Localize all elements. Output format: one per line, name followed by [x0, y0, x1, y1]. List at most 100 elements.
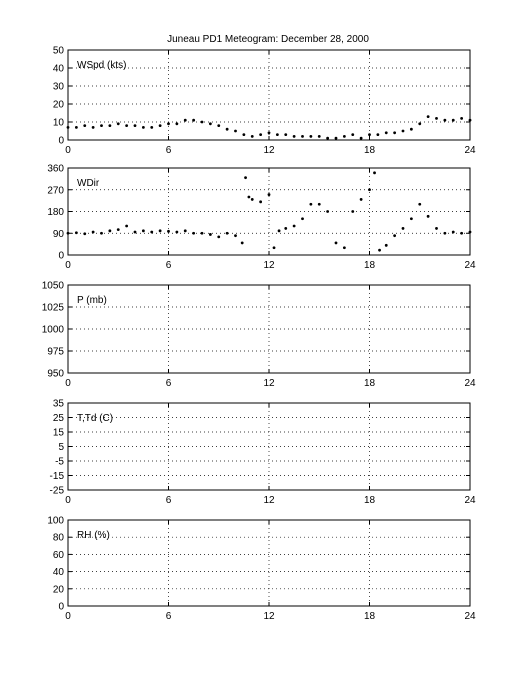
temp-dewpoint-panel: 0 6 12 18 24 -25 -15 -5 5 15 25 35 T,Td (C) [50, 399, 476, 507]
humidity-y-tick-label: 100 [47, 516, 64, 527]
wdir-data-point [175, 230, 179, 234]
wdir-data-point [317, 202, 321, 206]
wdir-data-point [409, 217, 413, 221]
wspd-data-point [384, 131, 388, 135]
wdir-data-point [167, 229, 170, 233]
pressure-y-tick-label: 975 [47, 347, 64, 358]
wspd-data-point [284, 133, 288, 137]
wdir-data-point [468, 230, 472, 234]
wdir-data-point [91, 230, 95, 234]
wdir-data-point [435, 227, 438, 230]
wspd-data-point [150, 126, 154, 129]
wspd-data-point [317, 135, 321, 138]
wdir-x-tick-label: 24 [464, 260, 476, 271]
wdir-data-point [183, 229, 187, 233]
wdir-panel: 0 6 12 18 24 0 90 180 270 360 WDir [47, 164, 476, 272]
pressure-x-tick-label: 18 [364, 378, 376, 389]
wspd-data-point [460, 117, 464, 120]
wspd-data-point [158, 124, 162, 127]
pressure-y-tick-label: 950 [47, 369, 64, 380]
wdir-data-point [66, 231, 70, 235]
figure-title: Juneau PD1 Meteogram: December 28, 2000 [167, 34, 369, 45]
wdir-data-point [373, 171, 376, 175]
wdir-data-point [234, 234, 237, 238]
pressure-x-tick-label: 6 [166, 378, 172, 389]
wspd-data-point [267, 131, 271, 135]
wdir-y-tick-label: 270 [47, 185, 64, 196]
wdir-data-point [393, 234, 397, 238]
wdir-data-point [250, 198, 254, 201]
wdir-data-point [326, 210, 330, 213]
wspd-data-point [133, 124, 137, 127]
wdir-data-point [200, 231, 204, 235]
temp-dewpoint-x-tick-label: 6 [166, 495, 172, 506]
wspd-data-point [301, 135, 304, 138]
wspd-y-tick-label: 10 [53, 118, 65, 129]
wdir-data-point [192, 231, 196, 235]
wspd-data-point [418, 122, 422, 126]
wspd-data-point [200, 120, 204, 124]
wdir-data-point [116, 228, 120, 232]
pressure-panel: 0 6 12 18 24 950 975 1000 1025 1050 P (mb) [42, 281, 476, 390]
wdir-y-tick-label: 360 [47, 164, 64, 175]
wdir-data-point [272, 246, 276, 250]
wspd-data-point [217, 124, 221, 127]
temp-dewpoint-x-tick-label: 18 [364, 495, 376, 506]
wdir-data-point [309, 202, 313, 206]
wdir-data-point [443, 231, 447, 235]
wspd-data-point [409, 127, 413, 131]
humidity-x-tick-label: 24 [464, 611, 476, 622]
humidity-y-tick-label: 60 [53, 550, 65, 561]
wspd-data-point [192, 118, 196, 122]
wspd-y-tick-label: 50 [53, 46, 65, 57]
wdir-data-point [240, 241, 244, 245]
wspd-data-point [368, 133, 371, 137]
pressure-x-tick-label: 12 [263, 378, 275, 389]
temp-dewpoint-y-tick-label: -5 [55, 457, 64, 468]
wdir-data-point [418, 202, 422, 206]
wspd-data-point [167, 122, 170, 126]
temp-dewpoint-y-tick-label: 5 [58, 442, 64, 453]
wspd-data-point [100, 124, 103, 127]
wdir-panel-label: WDir [77, 178, 100, 189]
wdir-y-tick-label: 180 [47, 207, 64, 218]
wspd-x-tick-label: 0 [65, 145, 71, 156]
wdir-x-tick-label: 0 [65, 260, 71, 271]
wdir-data-point [284, 227, 288, 230]
wspd-y-tick-label: 20 [53, 100, 65, 111]
wspd-data-point [259, 133, 263, 137]
temp-dewpoint-x-tick-label: 0 [65, 495, 71, 506]
wdir-data-point [277, 229, 281, 233]
pressure-y-tick-label: 1025 [42, 303, 65, 314]
wdir-data-point [451, 230, 455, 234]
wdir-data-point [267, 193, 271, 196]
wdir-data-point [100, 231, 103, 235]
humidity-y-tick-label: 40 [53, 567, 65, 578]
wspd-data-point [342, 135, 346, 138]
pressure-panel-label: P (mb) [77, 295, 107, 306]
temp-dewpoint-y-tick-label: -25 [50, 486, 65, 497]
wspd-data-point [334, 136, 338, 140]
wdir-data-point [150, 230, 154, 234]
wdir-data-point [342, 246, 346, 250]
wspd-data-point [175, 122, 179, 126]
wdir-data-point [74, 231, 78, 235]
wspd-panel-label: WSpd (kts) [77, 60, 126, 71]
wspd-data-point [74, 126, 78, 129]
wspd-data-point [435, 117, 438, 120]
wspd-data-point [376, 133, 380, 137]
temp-dewpoint-y-tick-label: -15 [50, 471, 65, 482]
pressure-y-tick-label: 1050 [42, 281, 65, 292]
humidity-x-tick-label: 0 [65, 611, 71, 622]
wdir-x-tick-label: 12 [263, 260, 275, 271]
wdir-x-tick-label: 18 [364, 260, 376, 271]
wspd-data-point [426, 115, 430, 118]
wdir-data-point [259, 200, 263, 204]
temp-dewpoint-y-tick-label: 15 [53, 428, 65, 439]
wdir-data-point [125, 224, 129, 228]
wspd-data-point [401, 129, 405, 133]
wspd-data-point [141, 126, 145, 129]
wspd-data-point [275, 133, 279, 137]
wspd-data-point [183, 118, 187, 122]
